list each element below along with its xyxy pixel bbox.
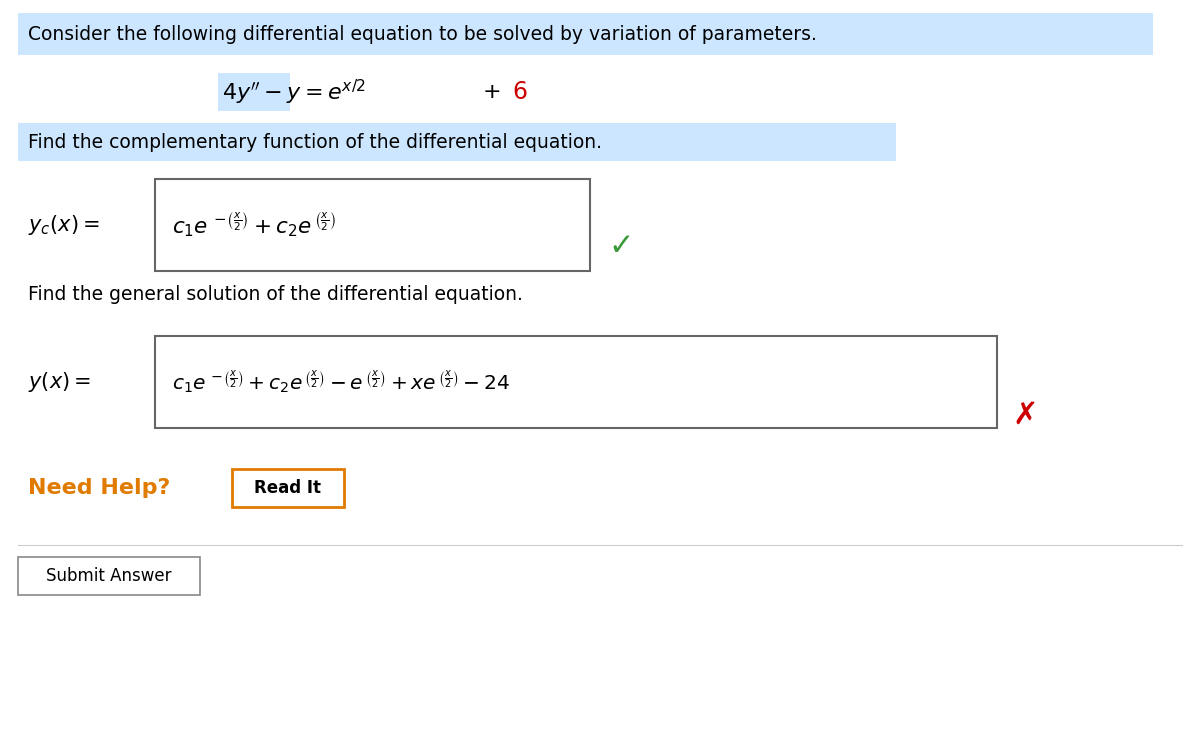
FancyBboxPatch shape <box>232 469 344 507</box>
Text: $c_1 e^{\,-\!\left(\frac{x}{2}\right)} + c_2 e^{\,\left(\frac{x}{2}\right)} - e^: $c_1 e^{\,-\!\left(\frac{x}{2}\right)} +… <box>172 368 510 396</box>
Text: $4y'' - y = e^{x/2}$: $4y'' - y = e^{x/2}$ <box>222 78 366 106</box>
Text: ✗: ✗ <box>1012 400 1038 430</box>
FancyBboxPatch shape <box>18 123 896 161</box>
FancyBboxPatch shape <box>155 336 997 428</box>
Text: $y_c(x) =$: $y_c(x) =$ <box>28 213 100 237</box>
Text: $+$: $+$ <box>482 82 500 102</box>
Text: Find the general solution of the differential equation.: Find the general solution of the differe… <box>28 285 523 304</box>
Text: $c_1 e^{\,-\!\left(\frac{x}{2}\right)} + c_2 e^{\,\left(\frac{x}{2}\right)}$: $c_1 e^{\,-\!\left(\frac{x}{2}\right)} +… <box>172 210 336 240</box>
Text: ✓: ✓ <box>608 232 634 262</box>
Text: Consider the following differential equation to be solved by variation of parame: Consider the following differential equa… <box>28 24 817 43</box>
Text: Read It: Read It <box>254 479 322 497</box>
Text: Find the complementary function of the differential equation.: Find the complementary function of the d… <box>28 133 602 152</box>
FancyBboxPatch shape <box>218 73 290 111</box>
Text: $6$: $6$ <box>512 80 528 104</box>
Text: Submit Answer: Submit Answer <box>47 567 172 585</box>
FancyBboxPatch shape <box>18 13 1153 55</box>
FancyBboxPatch shape <box>155 179 590 271</box>
FancyBboxPatch shape <box>18 557 200 595</box>
Text: $y(x) =$: $y(x) =$ <box>28 370 91 394</box>
Text: Need Help?: Need Help? <box>28 478 170 498</box>
